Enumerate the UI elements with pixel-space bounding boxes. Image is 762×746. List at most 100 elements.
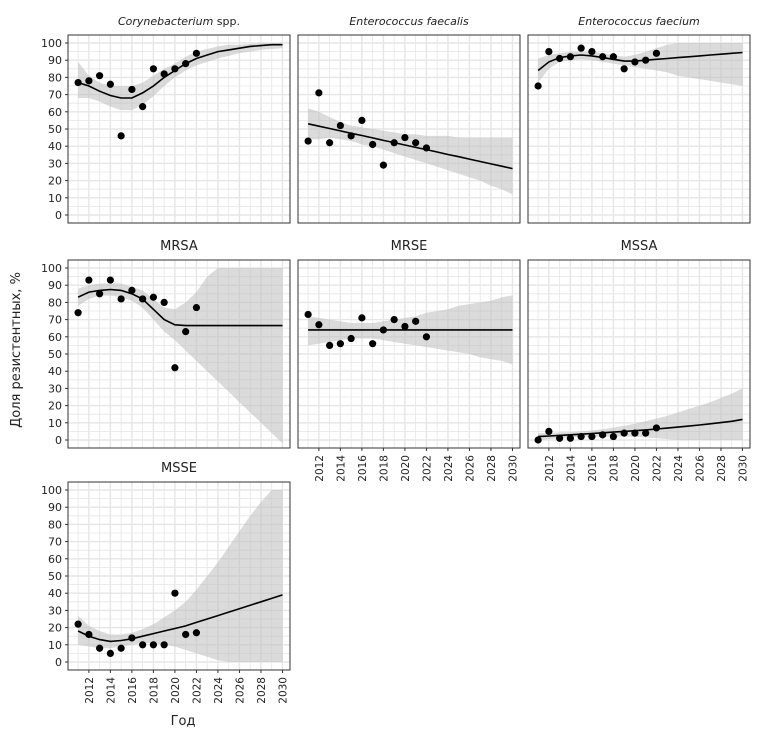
data-point <box>128 286 136 294</box>
facet-panel: Enterococcus faecalis <box>297 15 521 224</box>
x-tick-label: 2014 <box>335 455 347 482</box>
facet-panel: MRSA 0 10 20 30 40 50 60 70 80 90 100 <box>41 239 291 449</box>
x-axis-label: Год <box>171 714 196 729</box>
y-tick-label: 0 <box>55 656 62 669</box>
x-tick-label: 2012 <box>84 677 96 704</box>
data-point <box>347 132 355 140</box>
data-point <box>182 630 190 639</box>
x-tick-label: 2026 <box>234 677 246 704</box>
data-point <box>117 295 125 303</box>
x-tick-label: 2030 <box>277 677 289 704</box>
x-tick-label: 2020 <box>170 677 182 704</box>
panel-border <box>297 259 521 449</box>
data-point <box>545 427 553 435</box>
data-point <box>304 310 312 319</box>
data-point <box>139 641 147 649</box>
y-tick-label: 0 <box>55 434 62 447</box>
y-tick-label: 40 <box>48 140 62 153</box>
x-tick-label: 2012 <box>314 455 326 482</box>
x-tick-label: 2026 <box>694 455 706 482</box>
x-tick-label: 2028 <box>716 455 728 482</box>
data-point <box>390 139 398 147</box>
x-tick-label: 2026 <box>464 455 476 482</box>
facet-panel: Corynebacterium spp. 0 10 20 30 40 50 60 70 80 90 1… <box>41 15 291 224</box>
y-tick-label: 80 <box>48 518 62 531</box>
data-point <box>149 65 158 73</box>
y-tick-label: 70 <box>48 536 62 549</box>
x-tick-label: 2014 <box>105 677 117 704</box>
y-tick-label: 10 <box>48 639 62 652</box>
data-point <box>620 429 628 437</box>
x-tick-label: 2014 <box>565 455 577 482</box>
y-tick-label: 10 <box>48 417 62 430</box>
y-tick-label: 50 <box>48 570 62 583</box>
x-tick-label: 2016 <box>127 677 139 704</box>
data-point <box>369 340 377 348</box>
data-point <box>412 317 420 325</box>
facet-panel: MSSA 2012 2014 2016 2018 2020 2022 2024 2026 2028… <box>527 239 751 482</box>
y-tick-label: 90 <box>48 54 62 67</box>
panel-border <box>527 34 751 224</box>
x-tick-label: 2030 <box>507 455 519 482</box>
data-point <box>117 132 125 140</box>
data-point <box>556 54 564 63</box>
data-point <box>182 60 190 68</box>
trend-line <box>538 418 743 438</box>
data-point <box>326 139 334 147</box>
panel-border <box>297 34 521 224</box>
y-tick-label: 80 <box>48 71 62 84</box>
data-point <box>642 56 650 64</box>
y-tick-label: 60 <box>48 553 62 566</box>
data-point <box>336 121 344 130</box>
x-tick-label: 2012 <box>544 455 556 482</box>
x-tick-label: 2018 <box>608 455 620 482</box>
data-point <box>96 290 104 298</box>
x-tick-label: 2024 <box>213 677 225 704</box>
data-point <box>620 65 628 73</box>
data-point <box>534 436 542 444</box>
data-point <box>139 103 147 111</box>
data-point <box>74 620 82 628</box>
data-point <box>609 432 618 441</box>
data-point <box>422 144 431 152</box>
y-tick-label: 30 <box>48 157 62 170</box>
x-tick-label: 2022 <box>191 677 203 704</box>
y-tick-label: 70 <box>48 89 62 102</box>
data-point <box>192 303 201 312</box>
y-tick-label: 80 <box>48 296 62 309</box>
data-point <box>117 644 125 652</box>
y-tick-label: 100 <box>41 484 62 497</box>
data-point <box>326 341 334 349</box>
data-point <box>182 328 190 336</box>
x-tick-label: 2020 <box>630 455 642 482</box>
facet-panel: MRSE 2012 2014 2016 2018 2020 2022 2024 2026 2028… <box>297 239 521 482</box>
confidence-ribbon <box>78 268 283 444</box>
x-tick-label: 2024 <box>673 455 685 482</box>
data-point <box>379 326 388 334</box>
trend-line <box>77 288 283 327</box>
data-point <box>652 49 661 57</box>
panel-title: MSSA <box>621 239 658 254</box>
y-tick-label: 30 <box>48 382 62 395</box>
data-point <box>160 641 168 649</box>
y-tick-label: 90 <box>48 501 62 514</box>
confidence-ribbon <box>538 388 743 440</box>
y-tick-label: 20 <box>48 400 62 413</box>
x-tick-label: 2016 <box>587 455 599 482</box>
x-tick-label: 2018 <box>148 677 160 704</box>
data-point <box>106 649 114 658</box>
trend-line <box>77 594 283 643</box>
y-tick-label: 100 <box>41 37 62 50</box>
data-point <box>160 298 168 306</box>
panel-title-italic: Enterococcus faecium <box>578 15 700 28</box>
data-point <box>422 333 431 341</box>
data-point <box>599 53 607 61</box>
panel-title: Enterococcus faecium <box>578 15 700 28</box>
data-point <box>652 424 661 432</box>
data-point <box>609 53 618 61</box>
data-point <box>171 589 179 597</box>
x-tick-label: 2028 <box>256 677 268 704</box>
data-point <box>401 134 409 142</box>
